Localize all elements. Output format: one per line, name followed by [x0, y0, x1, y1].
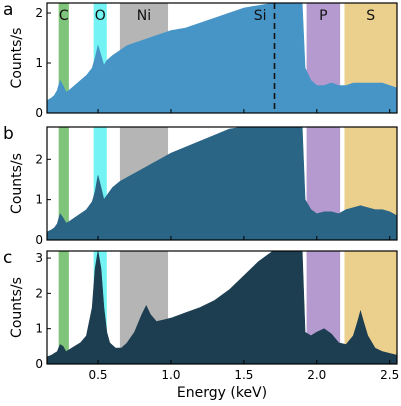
panel-a-region-label: O: [95, 8, 106, 24]
panel-c-xtick-label: 0.5: [88, 368, 107, 382]
panel-a-region-label: P: [319, 8, 327, 24]
panel-c-region: [58, 251, 69, 364]
panel-b-panel-label: b: [3, 124, 14, 144]
panel-a-region-label: C: [59, 8, 69, 24]
panel-c-spectrum-area: [46, 250, 398, 365]
panel-b-ytick-label: 0: [35, 233, 43, 247]
panel-a-region: [58, 3, 69, 113]
panel-a-spectrum-area: [46, 2, 398, 114]
panel-a-region-label: Ni: [137, 8, 151, 24]
panel-c-ytick-label: 2: [35, 286, 43, 300]
panel-c-ylabel: Counts/s: [9, 277, 25, 338]
panel-a-ytick-label: 1: [35, 56, 43, 70]
panel-c-ytick-label: 1: [35, 322, 43, 336]
panel-c-xtick-label: 2.5: [380, 368, 399, 382]
panel-b-ytick-label: 1: [35, 193, 43, 207]
panel-a-ytick-label: 0: [35, 106, 43, 120]
panel-c-xtick-label: 2.0: [307, 368, 326, 382]
panel-a-region-label: S: [366, 8, 375, 24]
panel-c-axes-frame: [46, 250, 398, 365]
panel-b-region: [58, 127, 69, 240]
panel-a-panel-label: a: [3, 0, 13, 20]
panel-c-xlabel: Energy (keV): [177, 385, 267, 401]
panel-c-xtick-label: 1.5: [234, 368, 253, 382]
panel-a-axes-frame: [46, 2, 398, 114]
panel-a-ytick-label: 2: [35, 6, 43, 20]
panel-c-xtick-label: 1.0: [161, 368, 180, 382]
panel-c-panel-label: c: [3, 248, 12, 268]
panel-a: C O Ni P S Si 0 1 2 Counts/s a: [3, 0, 398, 120]
panel-c-ytick-label: 3: [35, 251, 43, 265]
panel-b-ylabel: Counts/s: [9, 153, 25, 214]
panel-b-spectrum-area: [46, 126, 398, 241]
panel-c: 0 1 2 3 0.5 1.0 1.5 2.0 2.5 Counts/s c Energy (keV): [3, 248, 399, 401]
panel-b-ytick-label: 2: [35, 152, 43, 166]
panel-b-axes-frame: [46, 126, 398, 241]
panel-a-marker-label: Si: [254, 8, 267, 24]
panel-a-ylabel: Counts/s: [9, 28, 25, 89]
panel-b: 0 1 2 Counts/s b: [3, 124, 398, 247]
panel-c-ytick-label: 0: [35, 357, 43, 371]
